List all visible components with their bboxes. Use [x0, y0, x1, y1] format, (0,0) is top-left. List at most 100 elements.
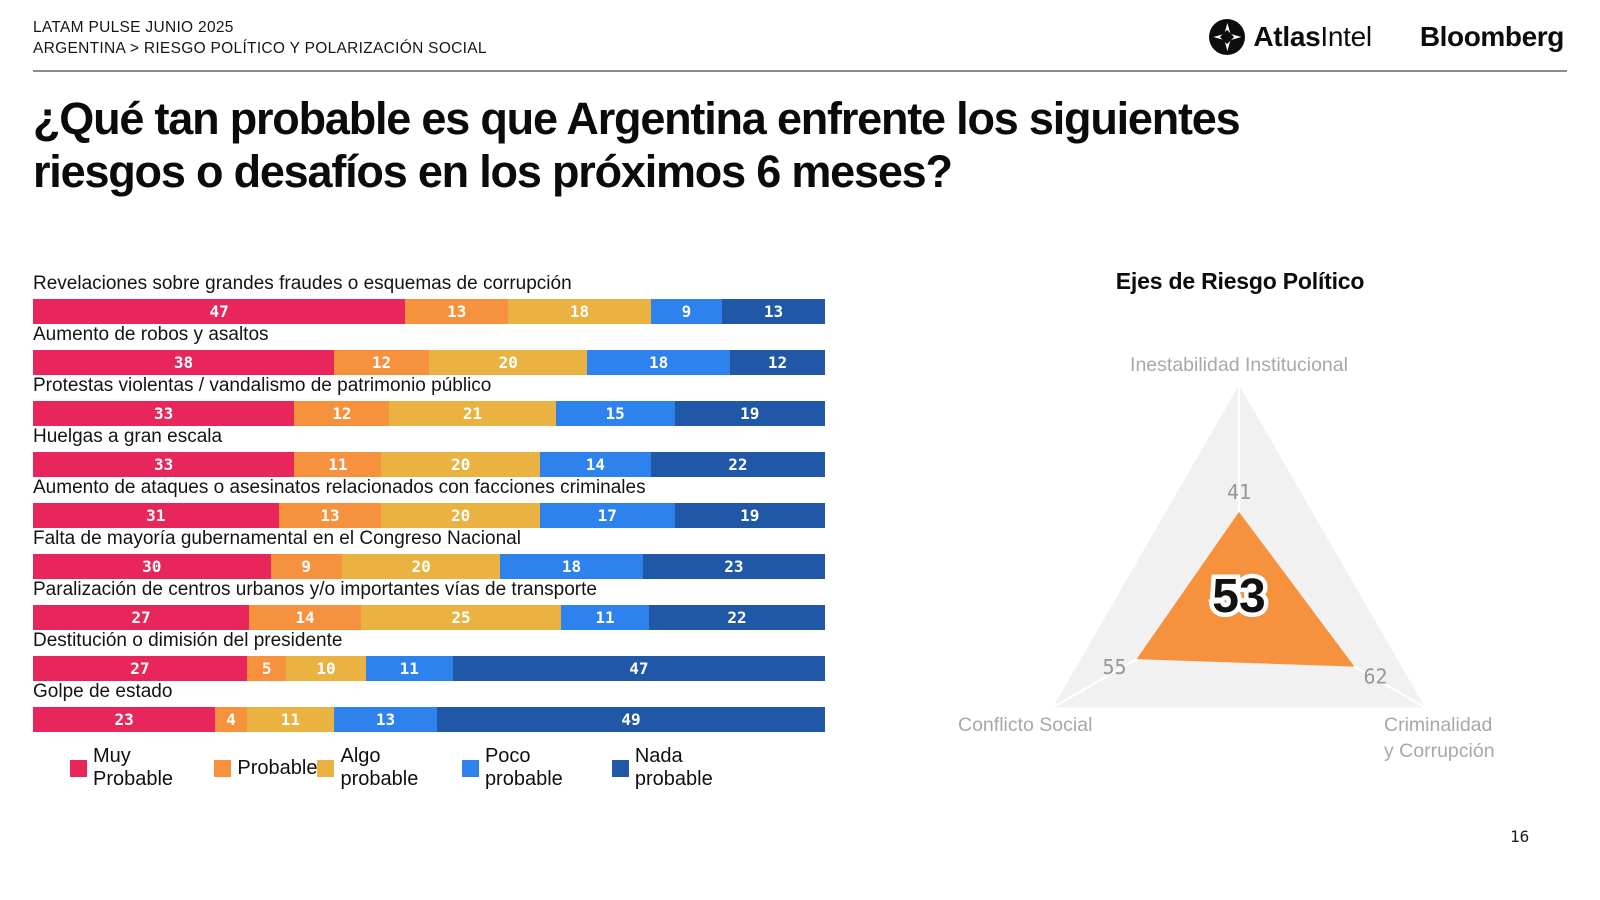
legend-label: Poco probable — [484, 745, 563, 790]
radar-section: Ejes de Riesgo Político — [960, 268, 1520, 295]
breadcrumb: ARGENTINA > RIESGO POLÍTICO Y POLARIZACI… — [33, 40, 487, 57]
kicker: LATAM PULSE JUNIO 2025 ARGENTINA > RIESG… — [33, 17, 487, 59]
radar-axis-value: 41 — [1227, 480, 1251, 504]
bar-row: Paralización de centros urbanos y/o impo… — [33, 579, 825, 630]
bar-value: 10 — [316, 659, 336, 678]
bar-segment-muy-probable: 30 — [33, 554, 271, 579]
bar-value: 22 — [727, 608, 747, 627]
stacked-bar-rows: Revelaciones sobre grandes fraudes o esq… — [33, 273, 826, 732]
bar-value: 49 — [621, 710, 641, 729]
report-title: LATAM PULSE JUNIO 2025 — [33, 19, 234, 36]
legend-item: Nada probable — [611, 745, 764, 791]
bar-value: 5 — [261, 659, 272, 678]
bar-category-label: Aumento de robos y asaltos — [33, 324, 269, 345]
bar-segment-muy-probable: 31 — [33, 503, 279, 528]
bar-segment-poco-probable: 9 — [650, 299, 723, 324]
bar-value: 12 — [332, 404, 352, 423]
bar-segment-algo-probable: 21 — [389, 401, 556, 426]
bar-segment-nada-probable: 22 — [650, 452, 825, 477]
bar-segment-poco-probable: 11 — [561, 605, 649, 630]
bloomberg-logo: Bloomberg — [1419, 21, 1565, 52]
bar-segment-probable: 13 — [278, 503, 382, 528]
bar-value: 20 — [411, 557, 431, 576]
bar-row: Golpe de estado 23 4 11 13 49 — [33, 681, 825, 732]
bar-value: 38 — [173, 353, 194, 372]
bar-segment-muy-probable: 38 — [33, 350, 334, 375]
radar-axis-value: 62 — [1363, 665, 1387, 689]
bar-segment-muy-probable: 27 — [33, 656, 247, 681]
bar-value: 11 — [280, 710, 301, 729]
bar-value: 19 — [740, 404, 760, 423]
bar-segment-algo-probable: 20 — [381, 452, 540, 477]
bar-track: 47 13 18 9 13 — [33, 299, 825, 324]
bar-value: 14 — [585, 455, 605, 474]
bar-segment-algo-probable: 18 — [508, 299, 651, 324]
bar-value: 25 — [451, 608, 471, 627]
bar-value: 11 — [328, 455, 348, 474]
atlasintel-bold-part: Atlas — [1253, 21, 1321, 52]
bar-track: 33 11 20 14 22 — [33, 452, 825, 477]
radar-chart: 41 62 55 53 Inestabilidad Institucional Con… — [958, 350, 1520, 770]
bar-segment-probable: 11 — [294, 452, 382, 477]
bar-segment-algo-probable: 20 — [429, 350, 588, 375]
bar-segment-probable: 13 — [405, 299, 509, 324]
bar-value: 33 — [154, 404, 174, 423]
bar-segment-nada-probable: 19 — [674, 401, 825, 426]
legend-item: Probable — [214, 745, 317, 791]
legend-label: Probable — [237, 756, 318, 779]
bar-category-label: Destitución o dimisión del presidente — [33, 630, 343, 651]
bar-value: 20 — [451, 506, 471, 525]
bar-value: 21 — [462, 404, 483, 423]
bar-track: 27 14 25 11 22 — [33, 605, 825, 630]
bar-track: 33 12 21 15 19 — [33, 401, 825, 426]
legend-item: Algo probable — [317, 745, 461, 791]
bar-value: 11 — [595, 608, 615, 627]
atlasintel-regular-part: Intel — [1320, 21, 1372, 52]
bar-category-label: Aumento de ataques o asesinatos relacion… — [33, 477, 646, 498]
bar-category-label: Huelgas a gran escala — [33, 426, 223, 447]
atlasintel-star-icon — [1209, 19, 1246, 55]
bar-value: 30 — [142, 557, 162, 576]
bar-segment-probable: 4 — [215, 707, 247, 732]
bar-segment-algo-probable: 10 — [286, 656, 366, 681]
star-core — [1220, 29, 1235, 45]
logos: AtlasIntel Bloomberg — [1209, 19, 1564, 55]
bar-value: 17 — [597, 506, 617, 525]
bar-value: 27 — [130, 659, 150, 678]
legend-swatch — [461, 759, 479, 777]
bar-value: 27 — [131, 608, 151, 627]
bar-value: 13 — [320, 506, 340, 525]
bar-value: 31 — [146, 506, 166, 525]
bar-category-label: Paralización de centros urbanos y/o impo… — [33, 579, 597, 600]
bar-segment-muy-probable: 33 — [33, 401, 295, 426]
bar-row: Aumento de ataques o asesinatos relacion… — [33, 477, 825, 528]
legend-item: Poco probable — [461, 745, 612, 791]
bar-row: Revelaciones sobre grandes fraudes o esq… — [33, 273, 825, 324]
bar-row: Destitución o dimisión del presidente 27 5… — [33, 630, 825, 681]
bar-value: 23 — [724, 557, 744, 576]
bar-segment-nada-probable: 22 — [649, 605, 825, 630]
bar-value: 4 — [226, 710, 236, 729]
bar-value: 47 — [629, 659, 649, 678]
legend-item: Muy Probable — [70, 745, 214, 791]
legend-swatch — [611, 759, 629, 777]
bar-value: 12 — [767, 353, 788, 372]
radar-title: Ejes de Riesgo Político — [1115, 268, 1365, 294]
bar-segment-algo-probable: 11 — [246, 707, 334, 732]
bar-track: 23 4 11 13 49 — [33, 707, 825, 732]
bar-segment-poco-probable: 11 — [365, 656, 453, 681]
bar-segment-nada-probable: 49 — [436, 707, 825, 732]
title-line-1: ¿Qué tan probable es que Argentina enfre… — [33, 93, 1241, 144]
radar-svg: 41 62 55 53 — [1052, 385, 1426, 709]
bar-segment-poco-probable: 14 — [539, 452, 651, 477]
page-number: 16 — [1510, 827, 1530, 846]
bar-value: 20 — [498, 353, 518, 372]
bar-track: 27 5 10 11 47 — [33, 656, 825, 681]
bar-segment-nada-probable: 19 — [674, 503, 825, 528]
atlasintel-logo: AtlasIntel — [1209, 19, 1372, 55]
bar-track: 30 9 20 18 23 — [33, 554, 825, 579]
legend-label: Nada probable — [634, 745, 713, 790]
bar-row: Huelgas a gran escala 33 11 20 14 22 — [33, 426, 825, 477]
bar-value: 33 — [154, 455, 174, 474]
